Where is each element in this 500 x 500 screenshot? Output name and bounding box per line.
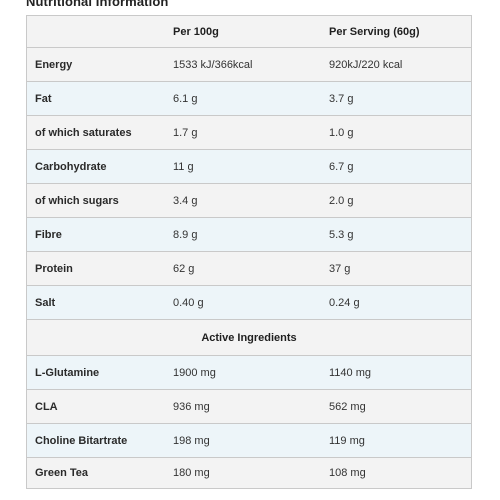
nutrient-name: Fat: [35, 92, 52, 105]
per-serving-value: 3.7 g: [329, 92, 354, 105]
per-serving-value: 0.24 g: [329, 296, 360, 309]
table-row: Choline Bitartrate 198 mg 119 mg: [27, 424, 471, 458]
ingredient-name: CLA: [35, 400, 58, 413]
nutrient-name: Fibre: [35, 228, 62, 241]
table-row: Energy 1533 kJ/366kcal 920kJ/220 kcal: [27, 48, 471, 82]
table-row: CLA 936 mg 562 mg: [27, 390, 471, 424]
nutrient-name: Protein: [35, 262, 73, 275]
active-ingredients-section-header: Active Ingredients: [27, 320, 471, 356]
header-col-per-100g: Per 100g: [173, 25, 219, 38]
per-100g-value: 1900 mg: [173, 366, 216, 379]
per-serving-value: 1140 mg: [329, 366, 371, 379]
table-row: Fat 6.1 g 3.7 g: [27, 82, 471, 116]
table-row: Salt 0.40 g 0.24 g: [27, 286, 471, 320]
table-header-row: Per 100g Per Serving (60g): [27, 15, 471, 48]
per-100g-value: 6.1 g: [173, 92, 198, 105]
table-row: Carbohydrate 11 g 6.7 g: [27, 150, 471, 184]
nutrient-name: of which saturates: [35, 126, 132, 139]
per-100g-value: 936 mg: [173, 400, 210, 413]
per-100g-value: 1.7 g: [173, 126, 198, 139]
nutrient-name: of which sugars: [35, 194, 119, 207]
per-serving-value: 920kJ/220 kcal: [329, 58, 403, 71]
per-serving-value: 2.0 g: [329, 194, 354, 207]
per-serving-value: 108 mg: [329, 467, 366, 479]
nutrient-name: Salt: [35, 296, 56, 309]
per-serving-value: 562 mg: [329, 400, 366, 413]
nutrient-name: Carbohydrate: [35, 160, 107, 173]
per-100g-value: 180 mg: [173, 467, 210, 479]
table-row: Fibre 8.9 g 5.3 g: [27, 218, 471, 252]
per-100g-value: 0.40 g: [173, 296, 204, 309]
section-label: Active Ingredients: [201, 331, 297, 344]
per-serving-value: 1.0 g: [329, 126, 354, 139]
per-100g-value: 1533 kJ/366kcal: [173, 58, 253, 71]
per-100g-value: 198 mg: [173, 434, 210, 447]
ingredient-name: Green Tea: [35, 467, 88, 479]
header-col-per-serving: Per Serving (60g): [329, 25, 420, 38]
ingredient-name: Choline Bitartrate: [35, 434, 128, 447]
per-serving-value: 119 mg: [329, 434, 365, 447]
page-title: Nutritional Information: [26, 0, 169, 9]
per-100g-value: 62 g: [173, 262, 195, 275]
per-100g-value: 8.9 g: [173, 228, 198, 241]
per-serving-value: 6.7 g: [329, 160, 354, 173]
table-row: Green Tea 180 mg 108 mg: [27, 458, 471, 489]
per-100g-value: 11 g: [173, 160, 194, 173]
per-serving-value: 5.3 g: [329, 228, 354, 241]
per-serving-value: 37 g: [329, 262, 351, 275]
per-100g-value: 3.4 g: [173, 194, 198, 207]
table-row: of which sugars 3.4 g 2.0 g: [27, 184, 471, 218]
nutrient-name: Energy: [35, 58, 73, 71]
table-row: Protein 62 g 37 g: [27, 252, 471, 286]
table-row: of which saturates 1.7 g 1.0 g: [27, 116, 471, 150]
table-row: L-Glutamine 1900 mg 1140 mg: [27, 356, 471, 390]
nutrition-table: Per 100g Per Serving (60g) Energy 1533 k…: [26, 15, 472, 489]
ingredient-name: L-Glutamine: [35, 366, 100, 379]
